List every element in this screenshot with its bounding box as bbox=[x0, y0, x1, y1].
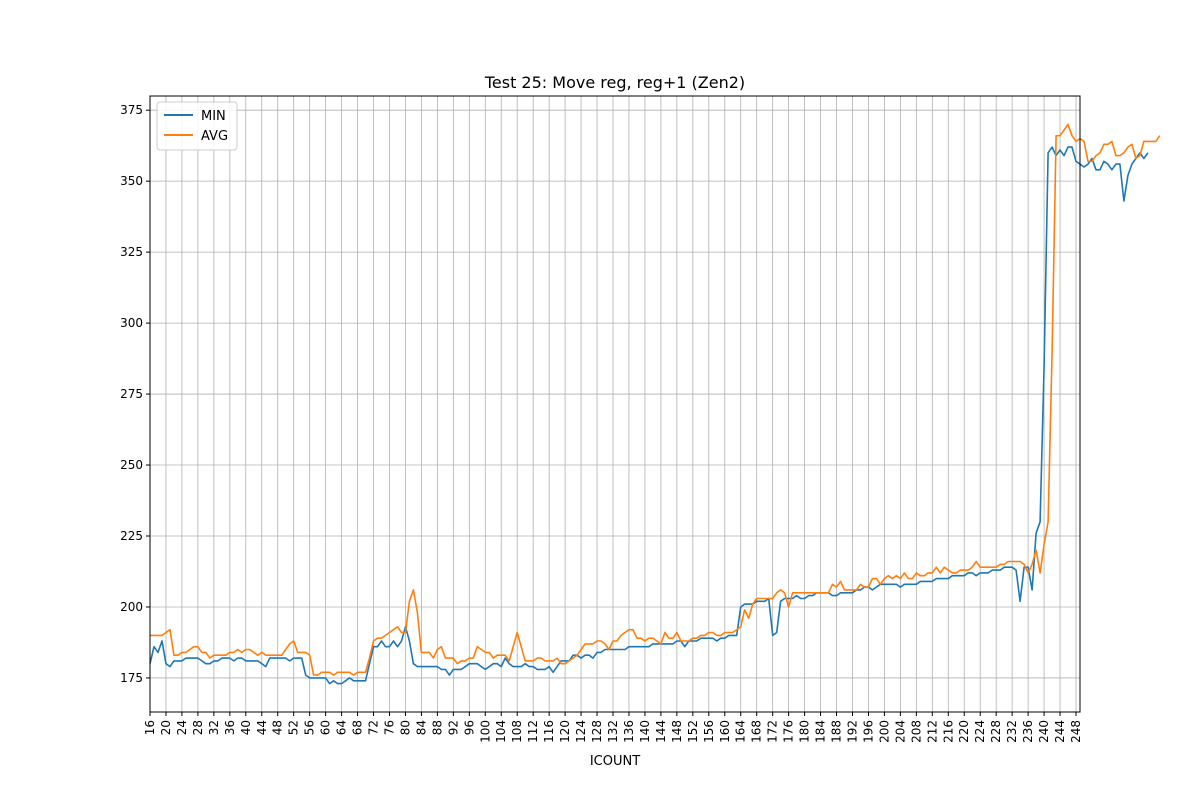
x-tick-label: 48 bbox=[271, 720, 285, 735]
series-lines bbox=[149, 123, 1161, 685]
y-tick-label: 350 bbox=[120, 174, 143, 188]
x-tick-label: 168 bbox=[750, 720, 764, 743]
x-tick-label: 200 bbox=[877, 720, 891, 743]
x-tick-label: 72 bbox=[367, 720, 381, 735]
x-tick-label: 208 bbox=[909, 720, 923, 743]
x-tick-label: 140 bbox=[638, 720, 652, 743]
y-tick-label: 375 bbox=[120, 103, 143, 117]
x-tick-label: 148 bbox=[670, 720, 684, 743]
x-tick-label: 128 bbox=[590, 720, 604, 743]
x-tick-label: 172 bbox=[766, 720, 780, 743]
x-tick-label: 40 bbox=[239, 720, 253, 735]
x-tick-label: 124 bbox=[574, 720, 588, 743]
series-line-avg bbox=[150, 123, 1161, 676]
legend: MIN AVG bbox=[156, 101, 238, 151]
x-tick-label: 120 bbox=[558, 720, 572, 743]
x-tick-label: 144 bbox=[654, 720, 668, 743]
y-tick-label: 250 bbox=[120, 458, 143, 472]
series-line-min bbox=[149, 146, 1149, 685]
x-tick-label: 104 bbox=[494, 720, 508, 743]
x-tick-label: 248 bbox=[1069, 720, 1083, 743]
x-tick-label: 216 bbox=[941, 720, 955, 743]
x-tick-label: 244 bbox=[1053, 720, 1067, 743]
x-tick-label: 28 bbox=[191, 720, 205, 735]
x-tick-label: 16 bbox=[143, 720, 157, 735]
x-tick-label: 132 bbox=[606, 720, 620, 743]
x-tick-label: 160 bbox=[718, 720, 732, 743]
x-tick-label: 112 bbox=[526, 720, 540, 743]
y-tick-label: 200 bbox=[120, 600, 143, 614]
x-tick-label: 224 bbox=[973, 720, 987, 743]
grid bbox=[149, 96, 1080, 712]
x-tick-label: 88 bbox=[430, 720, 444, 735]
legend-label-min: MIN bbox=[201, 109, 226, 124]
x-tick-label: 184 bbox=[814, 720, 828, 743]
x-tick-label: 136 bbox=[622, 720, 636, 743]
x-tick-label: 60 bbox=[319, 720, 333, 735]
x-tick-label: 56 bbox=[303, 720, 317, 735]
x-tick-label: 20 bbox=[159, 720, 173, 735]
x-axis-ticks: 16 20 24 28 32 36 40 44 48 52 56 60 64 68 72 76 80 84 88 92… bbox=[143, 712, 1083, 743]
x-tick-label: 156 bbox=[702, 720, 716, 743]
x-tick-label: 240 bbox=[1037, 720, 1051, 743]
x-tick-label: 36 bbox=[223, 720, 237, 735]
x-tick-label: 100 bbox=[478, 720, 492, 743]
y-tick-label: 325 bbox=[120, 245, 143, 259]
x-tick-label: 152 bbox=[686, 720, 700, 743]
y-tick-label: 175 bbox=[120, 671, 143, 685]
chart-title: Test 25: Move reg, reg+1 (Zen2) bbox=[484, 73, 745, 92]
x-tick-label: 188 bbox=[830, 720, 844, 743]
x-tick-label: 232 bbox=[1005, 720, 1019, 743]
x-tick-label: 236 bbox=[1021, 720, 1035, 743]
x-tick-label: 44 bbox=[255, 720, 269, 735]
legend-label-avg: AVG bbox=[201, 129, 228, 144]
y-tick-label: 300 bbox=[120, 316, 143, 330]
x-tick-label: 80 bbox=[398, 720, 412, 735]
x-tick-label: 68 bbox=[351, 720, 365, 735]
x-tick-label: 84 bbox=[414, 720, 428, 735]
x-tick-label: 52 bbox=[287, 720, 301, 735]
x-tick-label: 24 bbox=[175, 720, 189, 735]
x-tick-label: 220 bbox=[957, 720, 971, 743]
x-tick-label: 176 bbox=[782, 720, 796, 743]
plot-frame bbox=[149, 95, 1081, 713]
x-tick-label: 164 bbox=[734, 720, 748, 743]
x-tick-label: 92 bbox=[446, 720, 460, 735]
y-tick-label: 275 bbox=[120, 387, 143, 401]
x-tick-label: 196 bbox=[861, 720, 875, 743]
x-tick-label: 64 bbox=[335, 720, 349, 735]
x-tick-label: 116 bbox=[542, 720, 556, 743]
x-tick-label: 32 bbox=[207, 720, 221, 735]
x-tick-label: 180 bbox=[798, 720, 812, 743]
x-tick-label: 212 bbox=[925, 720, 939, 743]
y-axis-ticks: 175 200 225 250 275 300 325 350 375 bbox=[120, 103, 150, 685]
x-tick-label: 204 bbox=[893, 720, 907, 743]
x-tick-label: 76 bbox=[382, 720, 396, 735]
x-tick-label: 108 bbox=[510, 720, 524, 743]
x-axis-label: ICOUNT bbox=[590, 754, 640, 769]
x-tick-label: 96 bbox=[462, 720, 476, 735]
x-tick-label: 228 bbox=[989, 720, 1003, 743]
y-tick-label: 225 bbox=[120, 529, 143, 543]
x-tick-label: 192 bbox=[845, 720, 859, 743]
